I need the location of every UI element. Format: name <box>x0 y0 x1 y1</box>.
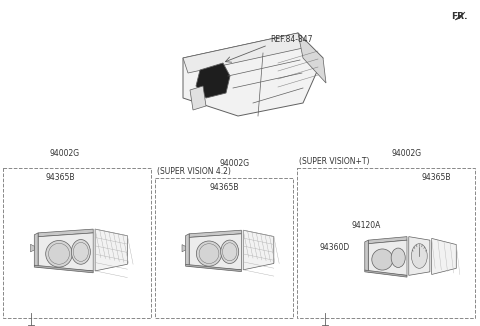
Polygon shape <box>34 265 93 273</box>
Polygon shape <box>183 33 303 73</box>
Ellipse shape <box>411 244 427 268</box>
Text: 94365B: 94365B <box>210 183 240 192</box>
Polygon shape <box>31 244 34 252</box>
Polygon shape <box>38 233 93 271</box>
Ellipse shape <box>72 240 90 264</box>
Text: (SUPER VISION+T): (SUPER VISION+T) <box>299 157 370 166</box>
Polygon shape <box>182 244 186 252</box>
Text: 94365B: 94365B <box>45 173 74 182</box>
Text: 94360D: 94360D <box>319 244 349 253</box>
Ellipse shape <box>221 240 239 263</box>
Polygon shape <box>298 33 326 83</box>
Polygon shape <box>243 230 274 270</box>
Text: 94002G: 94002G <box>50 149 80 158</box>
Polygon shape <box>38 229 93 237</box>
Polygon shape <box>189 230 241 237</box>
Polygon shape <box>95 229 127 271</box>
Polygon shape <box>432 238 456 274</box>
Ellipse shape <box>46 241 72 267</box>
Text: 94002G: 94002G <box>392 149 422 158</box>
Text: REF.84-847: REF.84-847 <box>270 35 312 44</box>
Polygon shape <box>368 237 407 244</box>
Polygon shape <box>189 234 241 270</box>
Ellipse shape <box>372 249 393 270</box>
Polygon shape <box>196 63 230 98</box>
Polygon shape <box>186 234 189 266</box>
Text: 94120A: 94120A <box>352 221 382 230</box>
Text: (SUPER VISION 4.2): (SUPER VISION 4.2) <box>157 167 231 176</box>
Polygon shape <box>455 12 465 20</box>
Text: FR.: FR. <box>452 12 468 21</box>
Polygon shape <box>409 237 430 275</box>
Text: 94365B: 94365B <box>422 173 452 182</box>
Polygon shape <box>183 33 323 116</box>
Ellipse shape <box>196 241 222 266</box>
Polygon shape <box>34 233 38 267</box>
Text: 94002G: 94002G <box>220 159 250 168</box>
Ellipse shape <box>391 248 405 267</box>
Polygon shape <box>365 270 407 277</box>
Bar <box>297 168 475 318</box>
Polygon shape <box>365 240 368 272</box>
Polygon shape <box>186 264 241 272</box>
Polygon shape <box>190 86 206 110</box>
Bar <box>155 178 293 318</box>
Polygon shape <box>368 240 407 275</box>
Bar <box>3 168 151 318</box>
